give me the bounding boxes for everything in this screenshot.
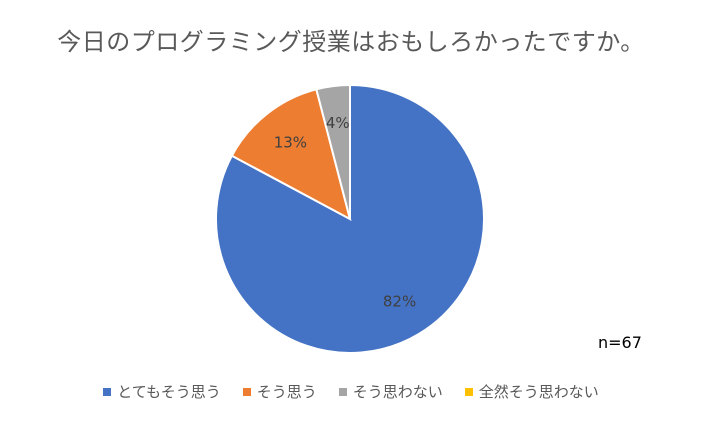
slice-souomowanai xyxy=(315,83,351,220)
legend-swatch-souomowanai xyxy=(338,387,347,396)
slice-sou xyxy=(230,88,352,221)
legend-label-sou: そう思う xyxy=(256,383,317,401)
label-sou: 13% xyxy=(274,134,307,152)
label-totemo: 82% xyxy=(383,292,416,310)
legend: とてもそう思う そう思う そう思わない 全然そう思わない xyxy=(0,381,702,402)
legend-item-totemo: とてもそう思う xyxy=(103,381,221,402)
legend-item-sou: そう思う xyxy=(242,381,317,402)
legend-label-zenzen: 全然そう思わない xyxy=(478,383,599,401)
legend-label-totemo: とてもそう思う xyxy=(117,383,221,401)
legend-item-souomowanai: そう思わない xyxy=(338,381,443,402)
sample-size-annotation: n=67 xyxy=(598,333,642,352)
label-souomowanai: 4% xyxy=(326,114,350,132)
legend-item-zenzen: 全然そう思わない xyxy=(464,381,599,402)
chart-title: 今日のプログラミング授業はおもしろかったですか。 xyxy=(57,28,645,56)
legend-swatch-sou xyxy=(242,387,251,396)
legend-label-souomowanai: そう思わない xyxy=(352,383,443,401)
legend-swatch-zenzen xyxy=(464,387,473,396)
legend-swatch-totemo xyxy=(103,387,112,396)
